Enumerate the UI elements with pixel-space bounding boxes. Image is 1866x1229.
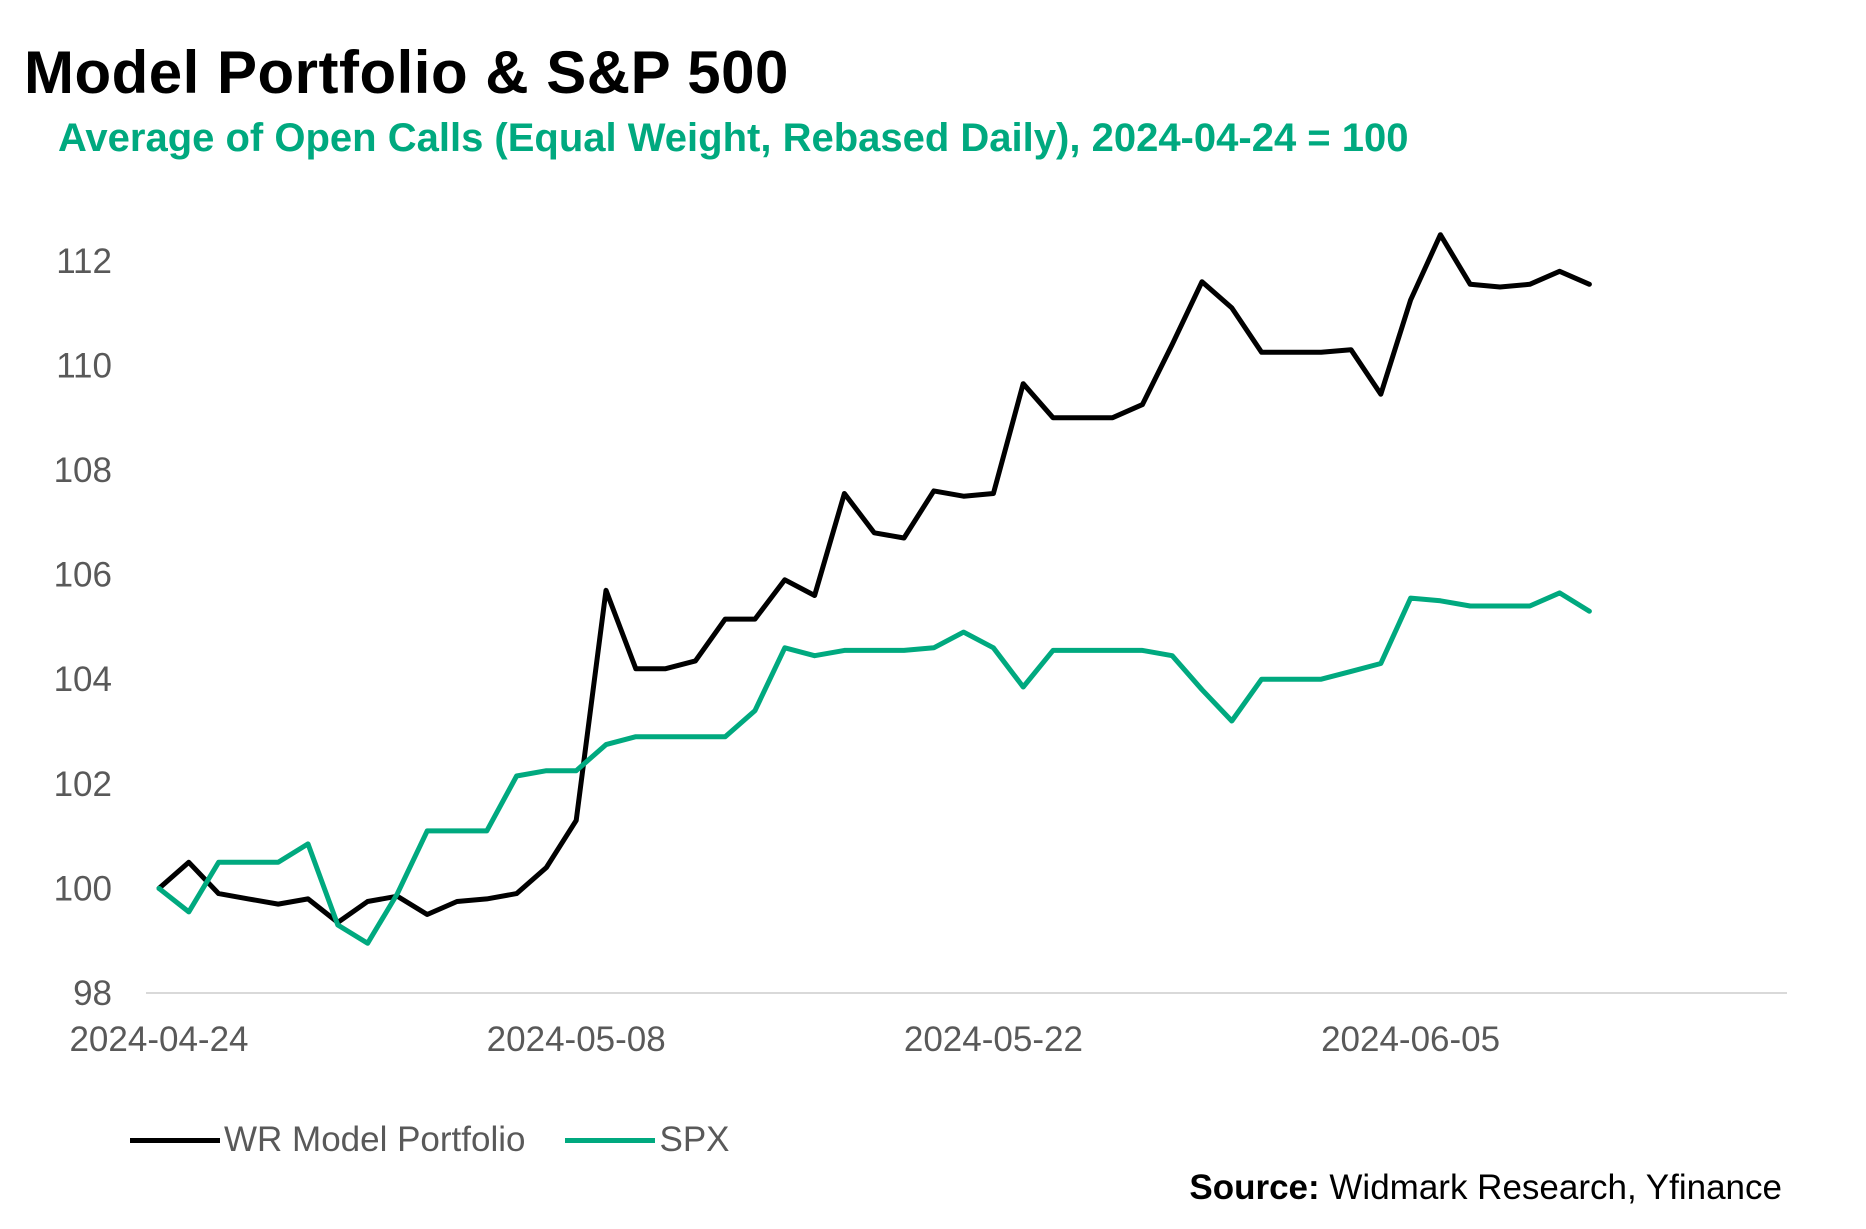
chart-subtitle: Average of Open Calls (Equal Weight, Reb… — [58, 116, 1409, 160]
x-tick-label: 2024-06-05 — [1321, 1020, 1500, 1059]
y-tick-label: 108 — [54, 451, 112, 490]
x-tick-label: 2024-05-22 — [904, 1020, 1083, 1059]
chart-title: Model Portfolio & S&P 500 — [24, 39, 789, 106]
legend-swatch-model-portfolio — [130, 1137, 220, 1143]
y-tick-label: 100 — [54, 869, 112, 908]
legend-swatch-spx — [565, 1137, 656, 1143]
y-tick-label: 102 — [54, 765, 112, 804]
x-tick-label: 2024-04-24 — [69, 1020, 248, 1059]
y-tick-label: 110 — [56, 346, 112, 385]
y-tick-label: 98 — [73, 974, 112, 1013]
legend-item-model-portfolio: WR Model Portfolio — [130, 1120, 525, 1160]
x-tick-label: 2024-05-08 — [487, 1020, 666, 1059]
chart-legend: WR Model Portfolio SPX — [130, 1120, 770, 1160]
series-line-wr-model-portfolio — [156, 232, 1592, 925]
source-text: Widmark Research, Yfinance — [1319, 1168, 1782, 1207]
y-tick-label: 106 — [54, 556, 112, 595]
source-note: Source: Widmark Research, Yfinance — [1189, 1168, 1782, 1208]
series-line-spx — [156, 590, 1592, 946]
y-tick-label: 104 — [54, 660, 112, 699]
legend-label-spx: SPX — [659, 1120, 730, 1159]
legend-label-model-portfolio: WR Model Portfolio — [224, 1120, 526, 1159]
y-tick-label: 112 — [56, 242, 112, 281]
legend-item-spx: SPX — [565, 1120, 730, 1160]
source-label: Source: — [1189, 1168, 1320, 1207]
